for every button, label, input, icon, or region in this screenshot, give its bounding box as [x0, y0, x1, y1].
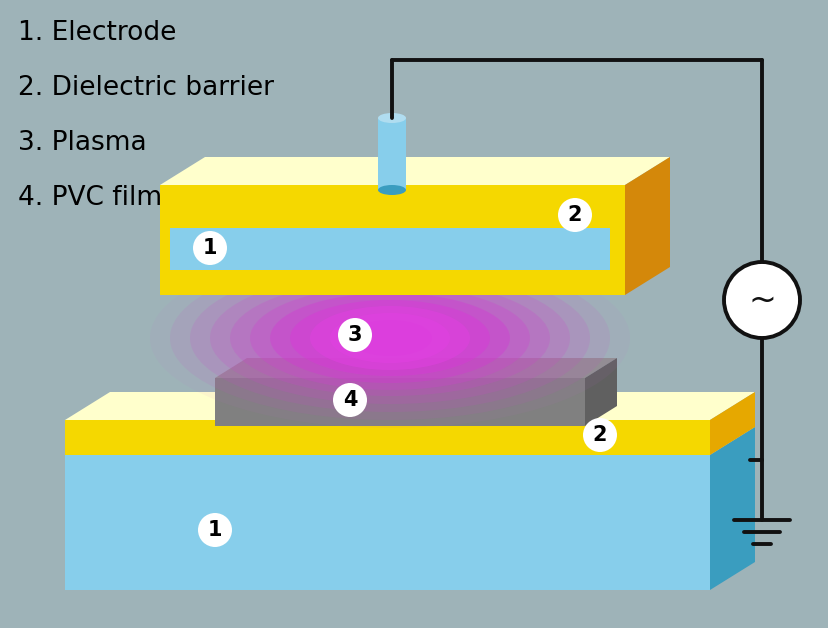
Circle shape	[333, 383, 367, 417]
Ellipse shape	[290, 300, 489, 376]
Polygon shape	[709, 427, 754, 590]
Ellipse shape	[310, 306, 469, 370]
Circle shape	[338, 318, 372, 352]
Circle shape	[723, 262, 799, 338]
Text: 4. PVC film: 4. PVC film	[18, 185, 162, 211]
Text: 1: 1	[203, 238, 217, 258]
Polygon shape	[624, 157, 669, 295]
Text: 4: 4	[342, 390, 357, 410]
Text: 2. Dielectric barrier: 2. Dielectric barrier	[18, 75, 274, 101]
Ellipse shape	[170, 256, 609, 420]
Polygon shape	[709, 392, 754, 455]
Text: 1: 1	[208, 520, 222, 540]
Circle shape	[557, 198, 591, 232]
Text: 3. Plasma: 3. Plasma	[18, 130, 147, 156]
Polygon shape	[214, 358, 616, 378]
Polygon shape	[160, 157, 669, 185]
Text: ~: ~	[747, 283, 775, 317]
Polygon shape	[65, 455, 709, 590]
Text: 1. Electrode: 1. Electrode	[18, 20, 176, 46]
Polygon shape	[65, 392, 754, 420]
Polygon shape	[65, 427, 754, 455]
Polygon shape	[65, 420, 709, 455]
Polygon shape	[160, 185, 624, 295]
Polygon shape	[214, 378, 585, 426]
Polygon shape	[585, 358, 616, 426]
Ellipse shape	[348, 320, 431, 356]
Text: 2: 2	[592, 425, 607, 445]
Ellipse shape	[270, 293, 509, 383]
Text: 2: 2	[567, 205, 581, 225]
Polygon shape	[378, 118, 406, 190]
Ellipse shape	[150, 248, 629, 428]
Ellipse shape	[229, 280, 549, 396]
Ellipse shape	[378, 113, 406, 123]
Ellipse shape	[250, 286, 529, 390]
Polygon shape	[170, 228, 609, 270]
Ellipse shape	[378, 185, 406, 195]
Ellipse shape	[209, 272, 570, 404]
Circle shape	[198, 513, 232, 547]
Circle shape	[582, 418, 616, 452]
Ellipse shape	[190, 264, 590, 412]
Circle shape	[193, 231, 227, 265]
Text: 3: 3	[347, 325, 362, 345]
Ellipse shape	[330, 313, 450, 363]
